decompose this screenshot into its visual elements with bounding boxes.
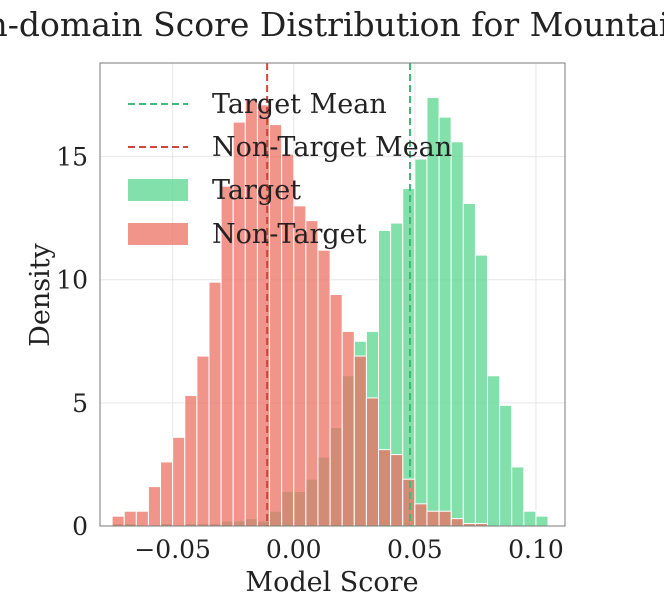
- non-target-bar: [111, 515, 125, 527]
- non-target-bar: [353, 355, 367, 527]
- target-bar: [511, 466, 525, 527]
- target-bar: [523, 510, 537, 527]
- target-bar: [450, 141, 464, 527]
- target-bar: [414, 158, 428, 527]
- non-target-bar: [402, 478, 416, 527]
- non-target-bar: [378, 449, 392, 527]
- y-axis-label: Density: [25, 242, 56, 346]
- legend-label: Target Mean: [212, 89, 387, 120]
- y-tick-label: 15: [56, 143, 88, 172]
- non-target-bar: [293, 205, 307, 527]
- non-target-bar: [329, 294, 343, 527]
- legend-label: Target: [212, 175, 301, 206]
- non-target-bar: [147, 486, 162, 527]
- non-target-bar: [184, 394, 198, 527]
- non-target-bar: [365, 397, 380, 527]
- legend-label: Non-Target: [212, 219, 367, 250]
- target-bar: [535, 515, 549, 527]
- non-target-bars: [111, 99, 488, 527]
- legend-swatch: [128, 179, 188, 201]
- y-axis-ticks: 0 5 10 15: [56, 143, 88, 541]
- x-tick-label: −0.05: [134, 535, 211, 564]
- target-bar: [462, 202, 476, 527]
- non-target-bar: [450, 518, 464, 527]
- plot-frame: [99, 62, 566, 527]
- non-target-bar: [160, 461, 174, 527]
- target-bar: [487, 375, 501, 527]
- non-target-bar: [390, 454, 404, 527]
- non-target-bar: [414, 503, 428, 527]
- target-bar: [474, 254, 488, 527]
- non-target-bar: [172, 436, 186, 527]
- non-target-bar: [135, 510, 149, 527]
- x-axis-label: Model Score: [245, 567, 418, 598]
- non-target-bar: [281, 153, 295, 527]
- x-axis-ticks: −0.05 0.00 0.05 0.10: [134, 535, 563, 564]
- non-target-bar: [244, 99, 258, 527]
- non-target-bar: [208, 281, 222, 527]
- non-target-bar: [305, 220, 319, 527]
- y-tick-label: 5: [72, 389, 88, 418]
- target-bar: [499, 404, 513, 527]
- non-target-bar: [341, 330, 355, 527]
- x-tick-label: 0.05: [387, 535, 443, 564]
- y-tick-label: 10: [56, 266, 88, 295]
- legend-label: Non-Target Mean: [212, 132, 452, 163]
- non-target-bar: [438, 510, 452, 527]
- target-bar: [402, 188, 416, 527]
- y-tick-label: 0: [72, 512, 88, 541]
- target-bar: [438, 116, 452, 527]
- non-target-bar: [196, 355, 210, 527]
- mean-lines: [266, 63, 411, 526]
- x-tick-label: 0.10: [508, 535, 564, 564]
- x-tick-label: 0.00: [266, 535, 322, 564]
- non-target-bar: [426, 510, 440, 527]
- non-target-bar: [317, 249, 331, 527]
- legend: Target Mean Non-Target Mean Target Non-Targ…: [128, 89, 452, 250]
- non-target-bar: [123, 510, 137, 527]
- chart-title: In-domain Score Distribution for Mountai…: [0, 5, 664, 44]
- legend-swatch: [128, 223, 188, 245]
